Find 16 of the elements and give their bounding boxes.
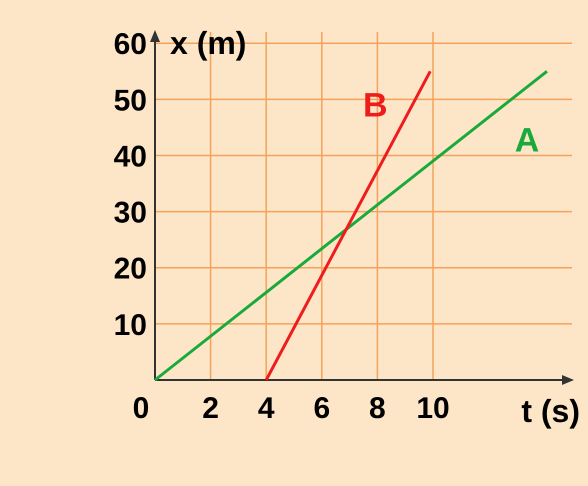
x-tick-label: 10 [416,392,450,425]
x-tick-label: 8 [369,392,386,425]
x-tick-label: 2 [202,392,219,425]
y-tick-label: 50 [114,84,147,118]
x-axis-title: t (s) [521,393,580,429]
y-tick-label: 40 [114,140,147,174]
series-label: B [362,86,388,124]
x-tick-label: 4 [258,392,275,425]
series-label: A [514,121,540,160]
y-axis-title: x (m) [170,25,246,61]
y-tick-label: 30 [114,196,147,230]
y-tick-label: 60 [114,28,147,62]
y-tick-label: 20 [114,252,147,286]
x-tick-label: 0 [132,392,150,425]
x-tick-label: 6 [313,392,330,425]
y-tick-label: 10 [114,308,147,342]
